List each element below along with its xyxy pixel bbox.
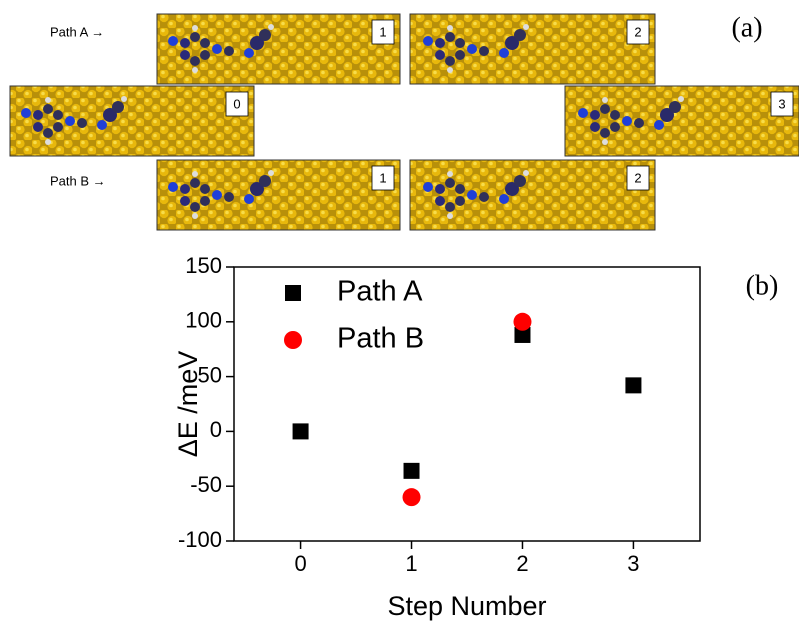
x-tick-label: 3 [627, 551, 639, 576]
y-axis-label: ΔE /meV [173, 351, 203, 458]
point [293, 423, 309, 439]
snapshot: 3 [565, 86, 799, 156]
surface [157, 160, 400, 230]
panel-a: Path A → Path B → (a) 1 2 0 3 1 2 [10, 12, 799, 230]
figure: Path A →Path B →(a)120312 -100-500501001… [0, 0, 799, 626]
y-tick-label: 100 [185, 308, 222, 333]
legend-label: Path B [337, 323, 424, 355]
surface [157, 14, 400, 84]
point [403, 488, 421, 506]
step-label: 3 [778, 96, 785, 111]
surface [10, 86, 254, 156]
step-label: 0 [233, 96, 240, 111]
y-tick-label: 0 [210, 417, 222, 442]
point [513, 313, 531, 331]
point [404, 463, 420, 479]
step-label: 1 [379, 170, 386, 185]
plot-frame [234, 267, 700, 541]
step-label: 2 [634, 24, 641, 39]
snapshot: 2 [410, 160, 655, 230]
panel-label: (a) [731, 12, 762, 43]
x-tick-label: 0 [294, 551, 306, 576]
x-tick-label: 2 [516, 551, 528, 576]
legend-label: Path A [337, 276, 423, 308]
snapshot: 1 [157, 160, 400, 230]
path-label: Path A → [50, 24, 104, 39]
panel-label: (b) [746, 270, 779, 301]
legend-marker [284, 331, 302, 349]
x-tick-label: 1 [405, 551, 417, 576]
surface [410, 14, 655, 84]
snapshot: 1 [157, 14, 400, 84]
surface [410, 160, 655, 230]
path-label: Path B → [50, 173, 106, 188]
step-label: 2 [634, 170, 641, 185]
step-label: 1 [379, 24, 386, 39]
legend-marker [285, 285, 301, 301]
snapshot: 2 [410, 14, 655, 84]
x-axis-label: Step Number [387, 591, 546, 621]
snapshot: 0 [10, 86, 254, 156]
y-tick-label: -50 [190, 472, 222, 497]
y-tick-label: 150 [185, 253, 222, 278]
y-tick-label: -100 [178, 527, 222, 552]
point [625, 377, 641, 393]
